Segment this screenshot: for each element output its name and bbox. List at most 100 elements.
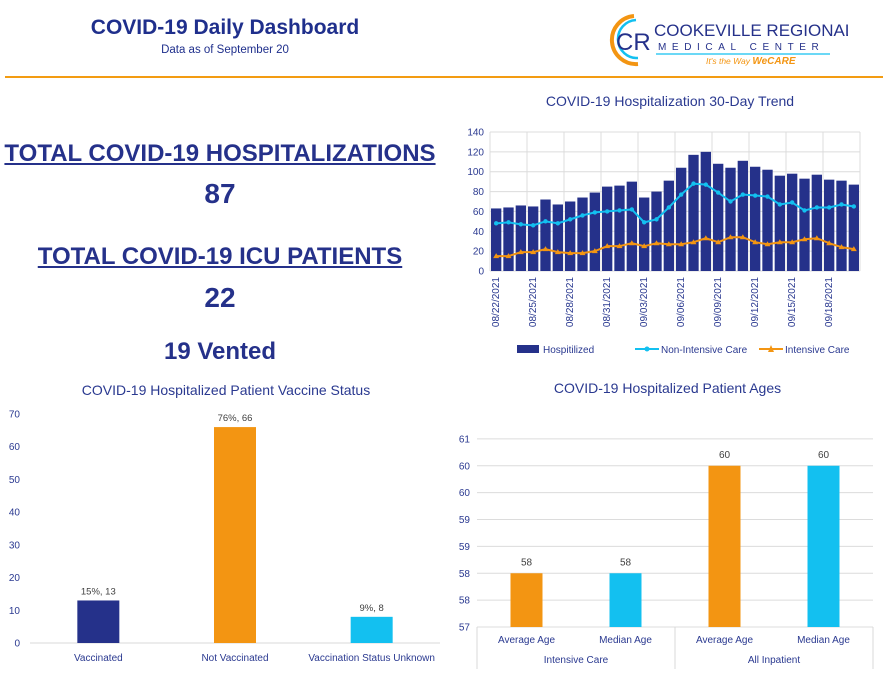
y-tick-label: 80 [473,187,485,198]
point-intensive-care [739,234,746,240]
category-label: Vaccinated [74,653,123,664]
bar-vaccination-status-unknown [350,616,393,643]
ages-chart-title: COVID-19 Hospitalized Patient Ages [553,380,782,396]
dashboard-title: COVID-19 Daily Dashboard [90,16,360,39]
point-intensive-care [505,253,512,259]
point-non-intensive-care [826,205,832,210]
point-non-intensive-care [641,220,647,225]
point-intensive-care [665,241,672,247]
bar-hospitalized [503,207,514,271]
group-label: All Inpatient [748,655,800,666]
point-intensive-care [789,239,796,245]
logo-line2: MEDICAL CENTER [658,42,824,53]
data-date: Data as of September 20 [161,44,289,56]
data-label: 60 [818,450,830,461]
point-non-intensive-care [629,207,635,212]
point-intensive-care [727,234,734,240]
y-tick-label: 50 [9,475,21,486]
trend-chart: 0 20 40 60 80 100 120 140 08/22/2021 08/25/2021 08… [467,128,861,356]
bar-hospitalized [836,180,847,271]
x-tick-label: 08/28/2021 [565,277,576,327]
data-label: 15%, 13 [81,586,116,597]
bar-hospitalized [774,175,785,271]
bar-hospitalized [848,184,859,271]
point-intensive-care [554,249,561,255]
point-intensive-care [641,243,648,249]
y-tick-label: 0 [14,639,20,650]
point-non-intensive-care [580,213,585,218]
y-tick-label: 60 [459,461,471,472]
data-label: 60 [719,450,731,461]
x-tick-label: 09/09/2021 [713,277,724,327]
bar-hospitalized [540,199,551,271]
svg-text:It's the Way WeCARE: It's the Way WeCARE [706,56,796,67]
bar-hospitalized [750,166,761,271]
data-label: 58 [521,557,533,568]
point-intensive-care [616,243,623,249]
bar-hospitalized [811,174,822,271]
logo-tagline-brand: WeCARE [752,56,795,67]
point-non-intensive-care [617,208,622,213]
y-tick-label: 59 [459,542,471,553]
point-intensive-care [690,239,697,245]
data-label: 76%, 66 [218,413,253,424]
x-tick-label: 08/31/2021 [602,277,613,327]
point-intensive-care [764,241,771,247]
point-intensive-care [567,250,574,256]
bar-hospitalized [626,181,637,271]
logo-tagline: It's the Way [706,56,752,66]
y-tick-label: 30 [9,540,21,551]
y-tick-label: 60 [9,442,21,453]
y-tick-label: 60 [473,207,485,218]
bar-hospitalized [577,197,588,271]
point-non-intensive-care [839,202,844,207]
point-intensive-care [628,240,635,246]
point-non-intensive-care [802,208,807,213]
legend-marker [644,346,650,352]
x-tick-label: 09/03/2021 [639,277,650,327]
y-tick-label: 59 [459,515,471,526]
bar-median-age [609,573,642,627]
point-intensive-care [517,249,524,255]
y-tick-label: 40 [9,508,21,519]
point-non-intensive-care [715,190,721,195]
legend-swatch-hospitalized [517,345,539,353]
y-tick-label: 100 [467,167,484,178]
bar-hospitalized [491,208,502,271]
bar-hospitalized [713,163,724,271]
point-intensive-care [591,248,598,254]
x-tick-label: 08/25/2021 [528,277,539,327]
point-non-intensive-care [493,221,499,226]
y-tick-label: 140 [467,128,484,139]
legend-marker [768,345,774,352]
y-tick-label: 10 [9,606,21,617]
line-intensive-care [496,236,854,258]
legend-label: Hospitilized [543,345,594,356]
total-icu-value: 22 [204,282,236,313]
trend-chart-title: COVID-19 Hospitalization 30-Day Trend [545,93,795,109]
point-intensive-care [813,235,820,241]
point-non-intensive-care [666,205,672,210]
y-tick-label: 20 [473,247,485,258]
y-tick-label: 60 [459,488,471,499]
point-non-intensive-care [691,181,696,186]
point-non-intensive-care [604,209,610,214]
bar-hospitalized [737,160,748,271]
category-label: Median Age [797,635,850,646]
point-non-intensive-care [728,199,733,204]
bar-not-vaccinated [214,427,256,643]
x-tick-label: 09/15/2021 [787,277,798,327]
bar-hospitalized [799,178,810,271]
point-intensive-care [752,239,759,245]
bar-hospitalized [651,191,662,271]
point-non-intensive-care [654,217,659,222]
bar-hospitalized [515,205,526,271]
bar-median-age [807,465,840,627]
bar-average-age [708,465,741,627]
vented-count: 19 Vented [163,338,277,365]
hospital-logo: CR COOKEVILLE REGIONAL MEDICAL CENTER It… [609,14,848,67]
point-intensive-care [850,246,857,252]
point-non-intensive-care [851,204,857,209]
total-hospitalizations-label: TOTAL COVID-19 HOSPITALIZATIONS [4,140,436,167]
point-non-intensive-care [777,202,783,207]
